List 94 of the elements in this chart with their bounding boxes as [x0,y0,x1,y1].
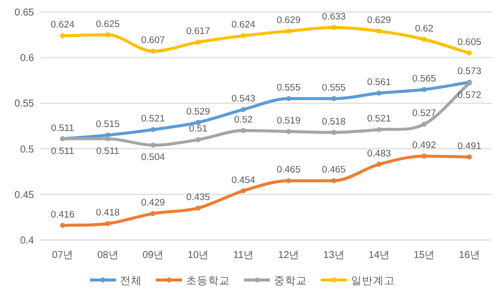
y-tick-label: 0.45 [14,190,34,201]
data-label: 0.511 [96,146,120,157]
y-tick-label: 0.4 [20,236,34,246]
data-label: 0.624 [232,20,256,31]
data-label: 0.565 [412,74,436,85]
point [150,211,156,216]
x-tick-label: 09년 [142,250,164,261]
point [150,142,156,148]
y-tick-label: 0.5 [20,144,34,156]
data-label: 0.572 [458,90,482,102]
y-tick-label: 0.6 [20,53,34,64]
data-label: 0.605 [458,37,482,48]
data-label: 0.465 [276,164,300,176]
data-label: 0.511 [51,122,74,134]
point [422,36,427,42]
data-label: 0.561 [367,77,391,88]
data-label: 0.465 [322,164,346,176]
point [376,162,382,167]
point [331,130,336,135]
data-label: 0.491 [458,141,482,152]
point [105,136,110,142]
point [422,87,427,92]
point [331,25,336,30]
y-tick-label: 0.55 [14,98,34,110]
point [376,127,382,132]
data-label: 0.515 [96,119,120,130]
point [286,28,292,34]
data-label: 0.543 [232,94,256,105]
data-label: 0.418 [96,208,120,219]
x-tick-label: 13년 [323,250,344,261]
data-label: 0.62 [414,23,434,34]
x-tick-label: 08년 [97,250,118,261]
point [466,50,472,56]
data-label: 0.521 [141,114,165,125]
point [60,222,66,228]
data-label: 0.492 [412,140,436,152]
x-tick-label: 07년 [52,250,74,261]
point [105,32,110,38]
legend-label: 초등학교 [186,275,230,287]
data-label: 0.624 [50,20,74,31]
data-label: 0.519 [276,115,300,126]
point [331,96,336,102]
point [196,120,201,125]
data-label: 0.617 [186,26,210,38]
data-label: 0.416 [50,209,74,220]
legend-label: 중학교 [274,275,307,287]
point [196,40,201,45]
data-label: 0.607 [141,35,165,46]
x-tick-label: 12년 [278,250,300,261]
point [240,188,246,194]
point [196,206,201,211]
x-tick-label: 14년 [368,250,390,261]
point [286,96,292,102]
point [422,154,427,159]
x-tick-label: 16년 [458,250,480,261]
point [150,127,156,132]
point [240,107,246,112]
data-label: 0.629 [367,15,391,26]
data-label: 0.52 [234,114,253,126]
point [60,33,66,38]
data-label: 0.511 [51,146,74,157]
data-label: 0.483 [367,148,391,160]
data-label: 0.555 [276,82,300,94]
point [196,137,201,142]
x-tick-label: 11년 [233,250,254,261]
y-tick-label: 0.65 [14,8,34,18]
data-label: 0.633 [322,12,346,23]
data-label: 0.529 [186,106,210,118]
point [150,48,156,54]
data-label: 0.454 [232,174,256,186]
point [376,90,382,96]
point [376,28,382,34]
data-label: 0.429 [141,198,165,209]
data-label: 0.573 [458,66,482,78]
data-label: 0.555 [322,82,346,94]
x-tick-label: 15년 [414,250,435,261]
data-label: 0.521 [367,114,391,125]
x-tick-label: 10년 [188,250,209,261]
data-label: 0.625 [96,18,120,30]
data-label: 0.629 [276,15,300,26]
point [331,178,336,184]
data-label: 0.435 [186,192,210,204]
point [286,178,292,184]
data-label: 0.518 [322,116,346,128]
data-label: 0.527 [412,108,436,120]
legend-label: 일반계고 [351,275,395,287]
data-label: 0.504 [141,152,165,164]
point [422,122,427,127]
point [105,221,110,226]
point [240,33,246,38]
point [466,154,472,160]
legend-label: 전체 [120,275,142,287]
data-label: 0.51 [188,124,208,135]
point [240,128,246,134]
